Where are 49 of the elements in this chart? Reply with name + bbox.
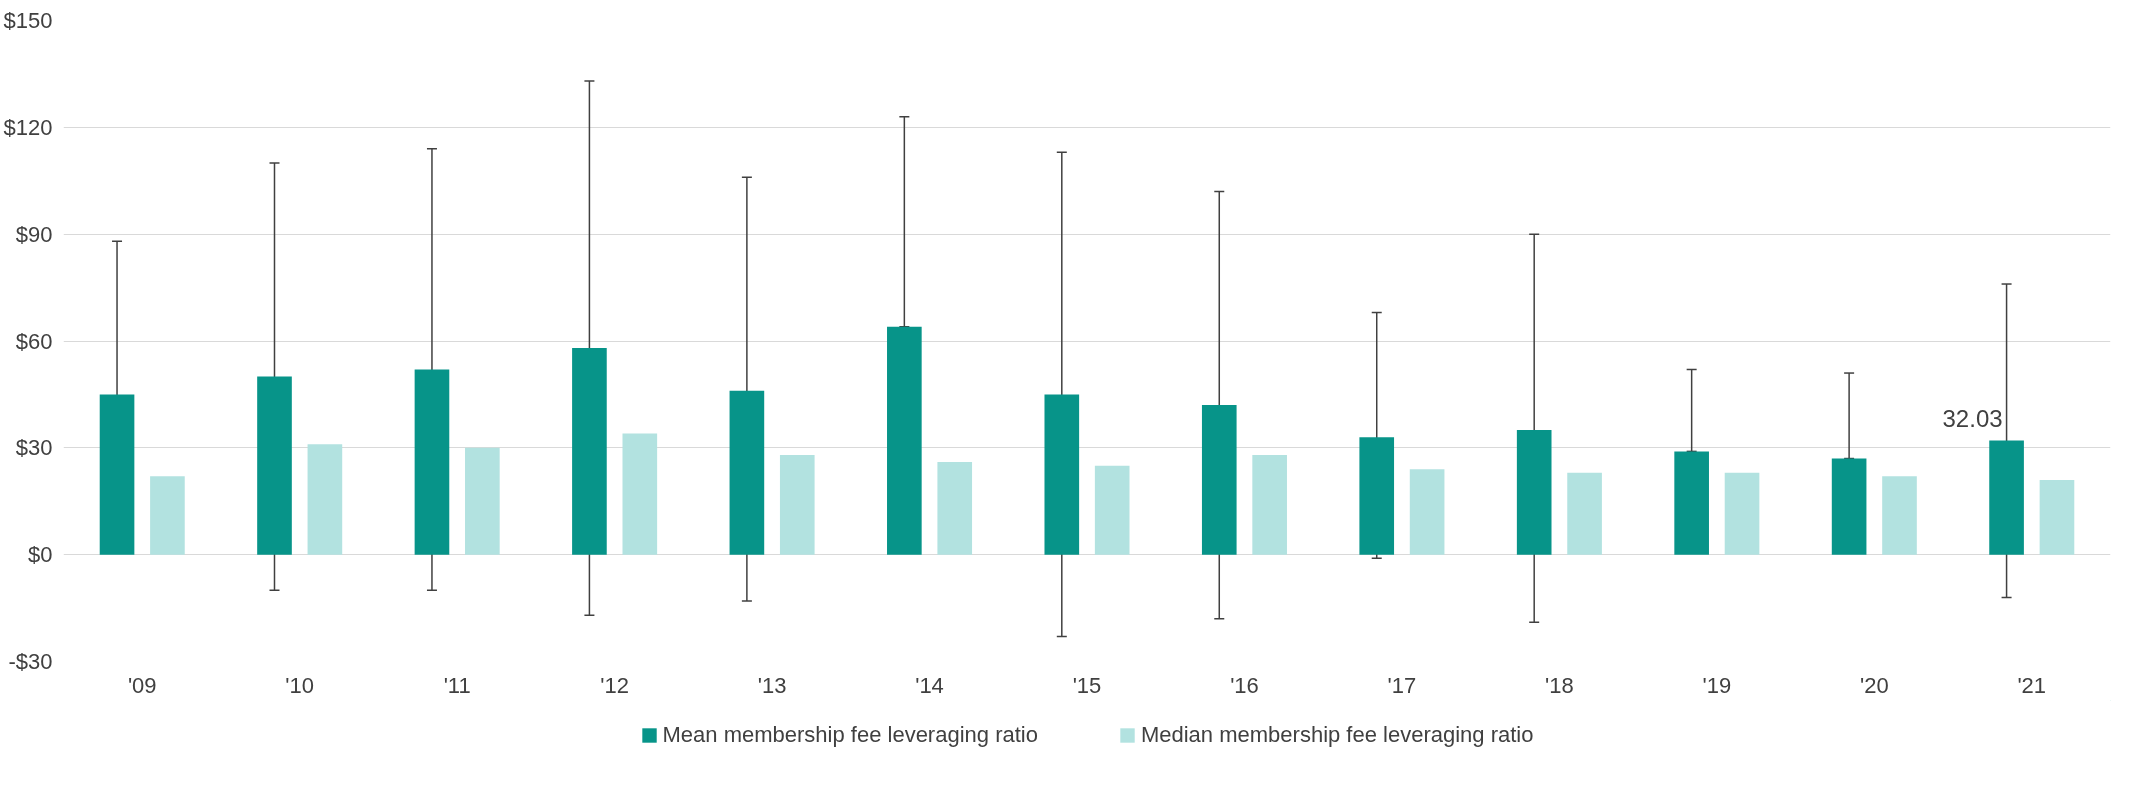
x-tick-label: '21 bbox=[2017, 672, 2047, 698]
x-tick-label: '16 bbox=[1230, 672, 1259, 698]
y-tick-label: $120 bbox=[3, 114, 53, 140]
y-tick-label: $0 bbox=[28, 542, 53, 568]
bar bbox=[257, 376, 292, 555]
bar bbox=[887, 326, 922, 555]
y-tick-label: $90 bbox=[15, 221, 53, 247]
x-tick-label: '17 bbox=[1387, 672, 1417, 698]
x-tick-label: '09 bbox=[127, 672, 157, 698]
data-label: 32.03 bbox=[1942, 404, 2003, 432]
bar bbox=[99, 394, 135, 555]
x-tick-label: '18 bbox=[1545, 672, 1574, 698]
bar bbox=[622, 433, 658, 555]
y-tick-label: $150 bbox=[3, 8, 53, 33]
bar bbox=[1989, 440, 2024, 555]
x-tick-label: '12 bbox=[600, 672, 629, 698]
bar bbox=[1094, 465, 1130, 555]
x-tick-label: '13 bbox=[757, 672, 787, 698]
x-tick-label: '11 bbox=[443, 672, 471, 698]
bar bbox=[150, 476, 185, 555]
bar bbox=[1044, 394, 1080, 555]
bar bbox=[1724, 472, 1760, 555]
bar bbox=[1674, 451, 1709, 555]
bar bbox=[572, 348, 607, 555]
bar bbox=[1359, 437, 1395, 555]
x-tick-label: '15 bbox=[1072, 672, 1102, 698]
bar bbox=[414, 369, 450, 555]
bar bbox=[1252, 454, 1287, 555]
x-tick-label: '20 bbox=[1859, 672, 1889, 698]
bar bbox=[1831, 458, 1867, 555]
bar bbox=[1201, 405, 1237, 555]
bar bbox=[1409, 469, 1445, 555]
bar bbox=[729, 390, 765, 555]
bar bbox=[465, 447, 500, 555]
y-tick-label: -$30 bbox=[8, 649, 53, 674]
y-tick-label: $60 bbox=[15, 328, 53, 354]
bar bbox=[307, 444, 343, 555]
legend-label: Mean membership fee leveraging ratio bbox=[662, 722, 1038, 748]
bar bbox=[2039, 479, 2075, 555]
bar bbox=[1567, 472, 1602, 555]
bar bbox=[937, 462, 973, 555]
x-tick-label: '10 bbox=[285, 672, 315, 698]
y-tick-label: $30 bbox=[15, 435, 53, 461]
x-tick-label: '19 bbox=[1702, 672, 1732, 698]
bar bbox=[1516, 430, 1552, 555]
bar bbox=[1882, 476, 1917, 555]
bar bbox=[779, 454, 815, 555]
x-tick-label: '14 bbox=[915, 672, 944, 698]
legend-label: Median membership fee leveraging ratio bbox=[1140, 722, 1534, 748]
